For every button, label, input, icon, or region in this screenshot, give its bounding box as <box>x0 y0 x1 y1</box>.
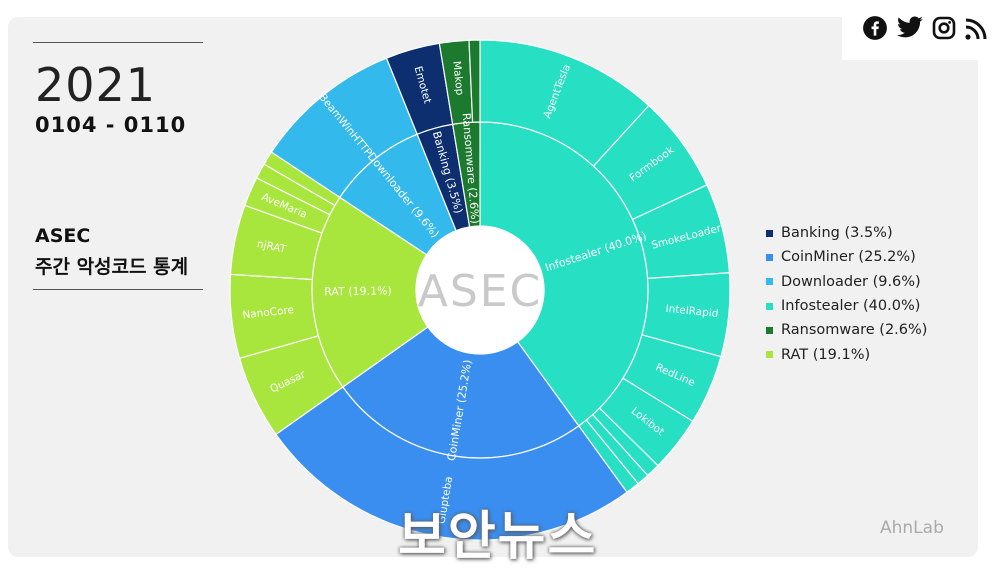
top-divider <box>33 42 203 43</box>
legend-swatch <box>766 326 773 334</box>
instagram-icon[interactable] <box>932 16 956 40</box>
report-subtitle: 주간 악성코드 통계 <box>35 256 189 278</box>
legend-label: CoinMiner (25.2%) <box>781 249 916 266</box>
report-date-range: 0104 - 0110 <box>35 113 187 137</box>
subslice-label-makop: Makop <box>450 60 466 96</box>
legend-swatch <box>766 229 773 237</box>
legend-item-infostealer: Infostealer (40.0%) <box>766 294 927 318</box>
legend-label: Banking (3.5%) <box>781 225 893 242</box>
subslice-label-njrat: njRAT <box>256 238 288 256</box>
report-year: 2021 <box>35 58 157 112</box>
chart-legend: Banking (3.5%) CoinMiner (25.2%) Downloade… <box>766 221 927 367</box>
subslice-label-nanocore: NanoCore <box>242 304 295 321</box>
rss-icon[interactable] <box>964 17 988 41</box>
ahnlab-logo: AhnLab <box>880 518 944 538</box>
legend-item-coinminer: CoinMiner (25.2%) <box>766 245 927 269</box>
report-title: ASEC <box>35 225 91 247</box>
legend-swatch <box>766 253 773 261</box>
legend-swatch <box>766 278 773 286</box>
legend-item-downloader: Downloader (9.6%) <box>766 270 927 294</box>
chart-center-hole <box>416 226 544 354</box>
social-bar <box>842 5 1000 60</box>
legend-label: Downloader (9.6%) <box>781 273 921 290</box>
legend-label: Infostealer (40.0%) <box>781 298 921 315</box>
legend-item-ransomware: Ransomware (2.6%) <box>766 318 927 342</box>
subslice-glupteba <box>275 386 628 541</box>
boannews-watermark: 보안뉴스 <box>398 507 598 567</box>
legend-label: RAT (19.1%) <box>781 346 871 363</box>
legend-swatch <box>766 351 773 359</box>
subslice-label-intelrapid: IntelRapid <box>665 303 719 320</box>
category-label-rat: RAT (19.1%) <box>324 284 392 298</box>
subslice-ransomware-other-1 <box>468 39 481 123</box>
legend-label: Ransomware (2.6%) <box>781 322 928 339</box>
legend-item-rat: RAT (19.1%) <box>766 342 927 366</box>
facebook-icon[interactable] <box>862 15 888 41</box>
legend-item-banking: Banking (3.5%) <box>766 221 927 245</box>
legend-swatch <box>766 302 773 310</box>
bottom-divider <box>33 289 203 290</box>
twitter-icon[interactable] <box>896 16 924 40</box>
asec-center-logo: ASEC <box>418 266 543 317</box>
